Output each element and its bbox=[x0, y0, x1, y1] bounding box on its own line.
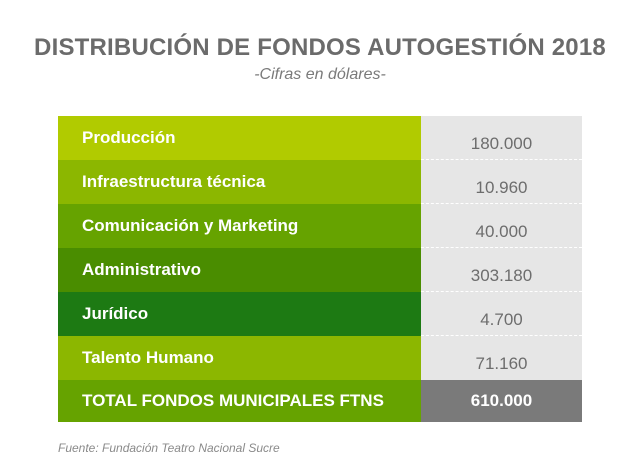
total-row: TOTAL FONDOS MUNICIPALES FTNS 610.000 bbox=[58, 380, 582, 422]
total-label: TOTAL FONDOS MUNICIPALES FTNS bbox=[58, 380, 421, 422]
table-row: Jurídico 4.700 bbox=[58, 292, 582, 336]
row-label: Infraestructura técnica bbox=[58, 160, 421, 204]
row-value: 40.000 bbox=[421, 204, 582, 248]
table-row: Comunicación y Marketing 40.000 bbox=[58, 204, 582, 248]
row-label: Administrativo bbox=[58, 248, 421, 292]
row-value: 180.000 bbox=[421, 116, 582, 160]
chart-subtitle: -Cifras en dólares- bbox=[254, 66, 386, 83]
table-row: Infraestructura técnica 10.960 bbox=[58, 160, 582, 204]
source-note: Fuente: Fundación Teatro Nacional Sucre bbox=[58, 441, 280, 455]
total-value: 610.000 bbox=[421, 380, 582, 422]
table-row: Talento Humano 71.160 bbox=[58, 336, 582, 380]
row-label: Producción bbox=[58, 116, 421, 160]
row-value: 10.960 bbox=[421, 160, 582, 204]
row-value: 4.700 bbox=[421, 292, 582, 336]
table-row: Producción 180.000 bbox=[58, 116, 582, 160]
row-value: 71.160 bbox=[421, 336, 582, 380]
table-row: Administrativo 303.180 bbox=[58, 248, 582, 292]
row-label: Comunicación y Marketing bbox=[58, 204, 421, 248]
row-value: 303.180 bbox=[421, 248, 582, 292]
chart-title: DISTRIBUCIÓN DE FONDOS AUTOGESTIÓN 2018 bbox=[34, 34, 606, 61]
funds-table: Producción 180.000 Infraestructura técni… bbox=[58, 116, 582, 422]
row-label: Talento Humano bbox=[58, 336, 421, 380]
row-label: Jurídico bbox=[58, 292, 421, 336]
